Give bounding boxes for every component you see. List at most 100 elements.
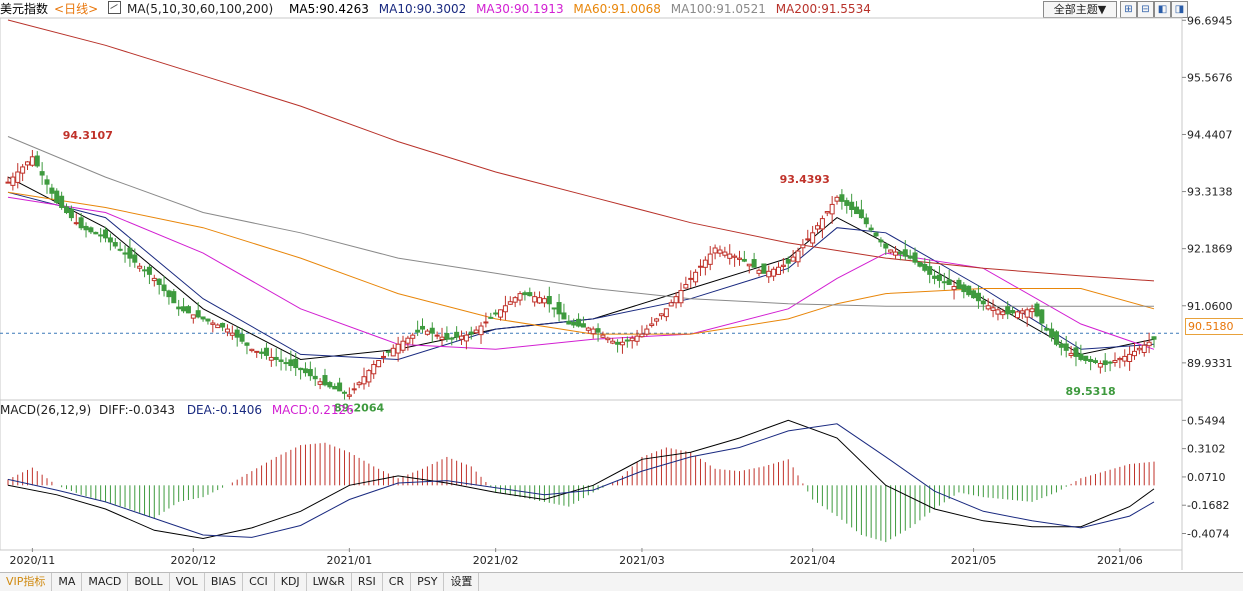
candle-body [941, 281, 947, 284]
candle-body [195, 310, 201, 318]
candle-body [332, 385, 338, 390]
candle-body [1029, 308, 1035, 313]
tab-cr[interactable]: CR [383, 573, 412, 591]
candle-body [83, 225, 89, 231]
candle-body [205, 318, 211, 322]
candle-body [29, 156, 35, 166]
candle-body [156, 278, 162, 285]
candle-body [702, 259, 708, 268]
tab-psy[interactable]: PSY [411, 573, 445, 591]
candle-body [1078, 353, 1084, 360]
candle-body [790, 256, 796, 262]
tab-rsi[interactable]: RSI [352, 573, 383, 591]
candle-body [39, 171, 45, 176]
candle-body [103, 229, 109, 239]
candle-body [1014, 311, 1020, 319]
candle-body [883, 243, 889, 249]
price-axis-label: 95.5676 [1187, 71, 1233, 84]
candle-body [366, 370, 372, 383]
candle-body [800, 244, 806, 249]
candle-body [834, 196, 840, 202]
candle-body [420, 325, 426, 330]
candle-body [688, 277, 694, 280]
ma5-value: MA5:90.4263 [289, 2, 369, 16]
candle-body [298, 367, 304, 371]
candle-body [785, 259, 791, 264]
candle-body [283, 362, 289, 365]
tab-bias[interactable]: BIAS [205, 573, 244, 591]
candle-body [268, 356, 274, 361]
candle-body [137, 265, 143, 269]
candle-body [25, 161, 31, 166]
candle-body [337, 382, 343, 392]
ma-line-ma10 [7, 191, 1155, 361]
price-axis-label: 92.1869 [1187, 243, 1233, 256]
candle-body [302, 368, 308, 374]
candle-body [263, 347, 269, 356]
macd-axis-label: -0.4074 [1187, 528, 1229, 541]
candle-body [463, 334, 469, 342]
period-selector[interactable]: <日线> [54, 2, 99, 16]
candle-body [707, 253, 713, 265]
candle-body [863, 217, 869, 225]
ma-params[interactable]: MA(5,10,30,60,100,200) [107, 1, 279, 16]
candle-body [454, 331, 460, 338]
macd-params[interactable]: MACD(26,12,9) [0, 403, 92, 417]
candle-body [1024, 309, 1030, 318]
tab-cci[interactable]: CCI [243, 573, 275, 591]
candle-body [1058, 343, 1064, 348]
tab-boll[interactable]: BOLL [128, 573, 170, 591]
candle-body [537, 297, 543, 304]
candle-body [766, 270, 772, 278]
candle-body [556, 302, 562, 315]
candle-body [946, 279, 952, 285]
macd-diff: DIFF:-0.0343 [98, 403, 175, 417]
candle-body [532, 296, 538, 303]
candle-body [229, 332, 235, 336]
tab-macd[interactable]: MACD [82, 573, 129, 591]
candle-body [239, 333, 245, 342]
candle-body [64, 206, 70, 214]
candle-body [512, 297, 518, 303]
tab-vol[interactable]: VOL [170, 573, 205, 591]
candle-body [795, 250, 801, 263]
candle-body [351, 388, 357, 391]
candle-body [922, 264, 928, 271]
candle-body [546, 296, 552, 305]
ma-line-ma100 [7, 136, 1154, 307]
candle-body [181, 306, 187, 312]
instrument-name: 美元指数 [0, 2, 49, 16]
x-axis-label: 2020/12 [170, 554, 216, 567]
candle-body [605, 337, 611, 341]
candle-body [376, 359, 382, 368]
chevron-down-icon: ▼ [1097, 3, 1107, 16]
candle-body [498, 309, 504, 318]
candle-body [897, 251, 903, 255]
macd-axis-label: 0.5494 [1187, 414, 1226, 427]
price-axis-label: 91.0600 [1187, 300, 1233, 313]
macd-axis-label: 0.0710 [1187, 471, 1226, 484]
candle-body [1146, 341, 1152, 347]
candle-body [854, 206, 860, 215]
candle-body [278, 359, 284, 362]
candle-body [346, 394, 352, 397]
candle-body [10, 176, 16, 186]
candle-body [132, 254, 138, 263]
candle-body [600, 334, 606, 338]
candle-body [468, 331, 474, 335]
x-axis-label: 2021/06 [1097, 554, 1143, 567]
ma-settings-icon[interactable] [107, 1, 121, 14]
candle-body [73, 222, 79, 225]
tab-lwr[interactable]: LW&R [307, 573, 352, 591]
tab-kdj[interactable]: KDJ [275, 573, 307, 591]
tab-settings[interactable]: 设置 [444, 573, 480, 591]
price-axis-label: 93.3138 [1187, 186, 1233, 199]
candle-body [561, 312, 567, 320]
candle-body [839, 194, 845, 202]
tab-ma[interactable]: MA [52, 573, 83, 591]
candle-body [1049, 328, 1055, 338]
candle-body [917, 261, 923, 267]
candle-body [936, 274, 942, 281]
tab-vip[interactable]: VIP指标 [0, 573, 53, 591]
